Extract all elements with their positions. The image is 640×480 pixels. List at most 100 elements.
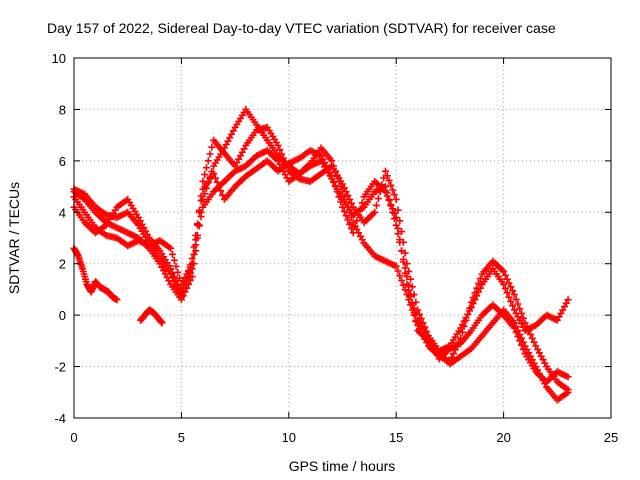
data-point-fill: [183, 274, 191, 282]
data-point-fill: [358, 199, 366, 207]
data-point-fill: [197, 213, 205, 221]
y-axis-ticks: -4 -2 0 2 4 6 8 10: [52, 51, 611, 426]
data-point-fill: [501, 271, 509, 279]
data-point-fill: [514, 333, 522, 341]
data-point-fill: [405, 267, 413, 275]
data-point-fill: [501, 285, 509, 293]
data-point: [403, 280, 411, 288]
data-point-fill: [217, 187, 225, 195]
data-point-fill: [475, 288, 483, 296]
y-tick-label: 10: [52, 51, 66, 66]
data-point-fill: [407, 275, 415, 283]
data-point-fill: [383, 172, 391, 180]
data-point-fill: [342, 212, 350, 220]
data-point-fill: [383, 192, 391, 200]
data-point-fill: [347, 225, 355, 233]
data-point-fill: [330, 177, 338, 185]
data-point-fill: [516, 337, 524, 345]
data-point: [414, 306, 422, 314]
data-point-fill: [512, 328, 520, 336]
data-point-fill: [519, 314, 527, 322]
data-point-fill: [197, 197, 205, 205]
data-point-fill: [346, 195, 354, 203]
data-point-fill: [168, 250, 176, 258]
data-point: [564, 296, 572, 304]
data-point: [510, 291, 518, 299]
data-point-fill: [351, 223, 359, 231]
data-point-fill: [417, 315, 425, 323]
x-axis-ticks: 0 5 10 15 20 25: [70, 58, 618, 445]
data-point-fill: [507, 297, 515, 305]
data-point-fill: [509, 302, 517, 310]
data-point: [177, 293, 185, 301]
y-tick-label: 4: [59, 205, 66, 220]
y-tick-label: -2: [54, 360, 66, 375]
data-point-fill: [396, 236, 404, 244]
data-point-fill: [505, 293, 513, 301]
data-point-fill: [176, 274, 184, 282]
data-point-fill: [201, 171, 209, 179]
data-point: [467, 303, 475, 311]
data-point: [328, 172, 336, 180]
data-point-fill: [385, 177, 393, 185]
data-point-fill: [208, 143, 216, 151]
data-point-fill: [519, 345, 527, 353]
y-tick-label: 8: [59, 102, 66, 117]
data-point: [167, 244, 175, 252]
data-point: [210, 170, 218, 178]
data-point: [188, 255, 196, 263]
data-point-fill: [401, 269, 409, 277]
plot-frame: [73, 57, 612, 419]
data-point-fill: [202, 164, 210, 172]
data-point: [392, 195, 400, 203]
data-point-fill: [516, 305, 524, 313]
data-point-fill: [458, 328, 466, 336]
data-point-fill: [279, 154, 287, 162]
data-point-fill: [407, 292, 415, 300]
data-point-fill: [342, 188, 350, 196]
data-point-fill: [390, 191, 398, 199]
data-point-fill: [340, 184, 348, 192]
series-arc-1: [70, 105, 572, 394]
data-point-fill: [473, 292, 481, 300]
data-point-fill: [394, 225, 402, 233]
y-axis-label: SDTVAR / TECUs: [6, 182, 22, 294]
data-point-fill: [213, 178, 221, 186]
data-point-fill: [469, 300, 477, 308]
data-point-fill: [401, 249, 409, 257]
data-point-fill: [195, 208, 203, 216]
data-point-fill: [192, 231, 200, 239]
data-point-fill: [389, 205, 397, 213]
data-point-fill: [373, 201, 381, 209]
data-point-fill: [355, 211, 363, 219]
data-point-fill: [356, 205, 364, 213]
data-point: [564, 373, 572, 381]
data-point-fill: [394, 267, 402, 275]
x-tick-label: 10: [282, 430, 296, 445]
grid-lines: [74, 58, 611, 418]
x-tick-label: 20: [496, 430, 510, 445]
data-point-fill: [174, 268, 182, 276]
data-point-fill: [398, 276, 406, 284]
data-point-fill: [387, 201, 395, 209]
data-point-fill: [346, 220, 354, 228]
data-point: [381, 167, 389, 175]
y-tick-label: 2: [59, 257, 66, 272]
data-point-fill: [174, 285, 182, 293]
data-point-fill: [204, 157, 212, 165]
data-point: [158, 319, 166, 327]
data-point-fill: [186, 261, 194, 269]
data-point: [521, 319, 529, 327]
y-tick-label: -4: [54, 411, 66, 426]
data-point-fill: [530, 338, 538, 346]
data-point-fill: [387, 181, 395, 189]
data-point-fill: [476, 284, 484, 292]
data-point: [392, 262, 400, 270]
data-point: [381, 188, 389, 196]
data-point: [500, 280, 508, 288]
data-point-fill: [412, 310, 420, 318]
data-point-fill: [353, 217, 361, 225]
x-axis-label: GPS time / hours: [289, 458, 396, 474]
data-point-fill: [505, 279, 513, 287]
data-point: [274, 141, 282, 149]
